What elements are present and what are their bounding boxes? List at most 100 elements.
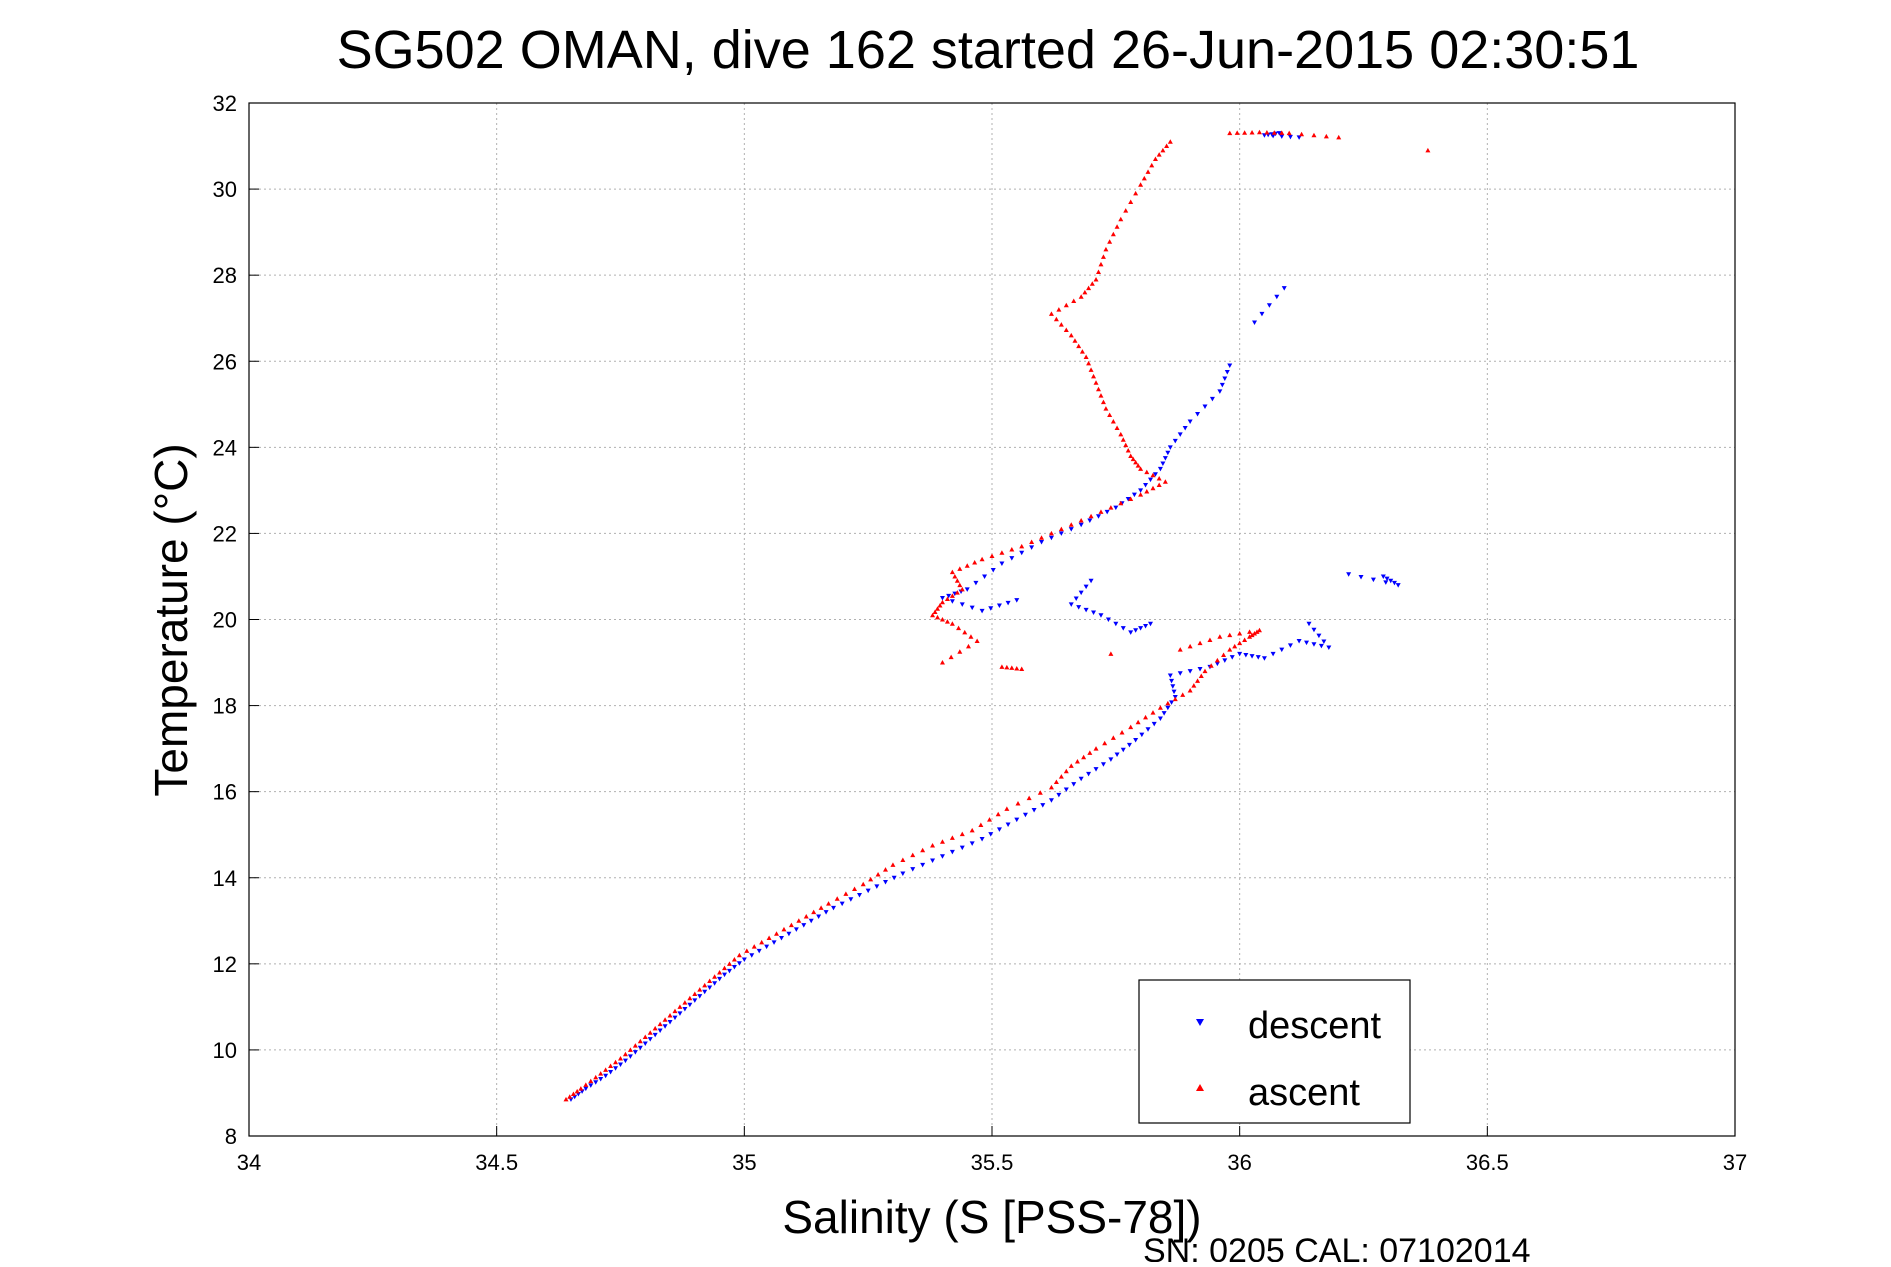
ascent-point bbox=[1063, 768, 1069, 774]
descent-point bbox=[839, 901, 845, 907]
ascent-point bbox=[1039, 535, 1045, 540]
descent-point bbox=[771, 940, 777, 945]
descent-point bbox=[1162, 456, 1168, 461]
ascent-point bbox=[944, 619, 950, 624]
ascent-point bbox=[622, 1051, 628, 1057]
ascent-point bbox=[883, 867, 889, 872]
ascent-point bbox=[1128, 496, 1134, 501]
descent-point bbox=[1125, 496, 1131, 502]
descent-point bbox=[1063, 787, 1069, 793]
descent-point bbox=[930, 858, 936, 864]
ascent-point bbox=[1114, 224, 1120, 229]
ascent-point bbox=[995, 811, 1001, 817]
descent-point bbox=[848, 897, 854, 902]
ascent-point bbox=[1202, 668, 1208, 674]
ascent-point bbox=[1100, 254, 1106, 259]
ascent-point bbox=[608, 1063, 614, 1069]
descent-point bbox=[1143, 623, 1149, 629]
descent-point bbox=[1311, 642, 1317, 647]
ascent-point bbox=[954, 578, 960, 583]
ascent-point bbox=[593, 1074, 599, 1080]
x-tick-label: 36.5 bbox=[1466, 1150, 1509, 1175]
ascent-point bbox=[974, 638, 980, 644]
descent-point bbox=[1209, 396, 1215, 402]
ascent-point bbox=[1118, 216, 1124, 222]
ascent-point bbox=[697, 987, 703, 992]
ascent-point bbox=[1114, 425, 1120, 430]
descent-point bbox=[883, 880, 889, 885]
series-descent bbox=[568, 131, 1401, 1102]
ascent-point bbox=[1227, 632, 1233, 638]
ascent-point bbox=[939, 839, 945, 844]
ascent-point bbox=[1082, 289, 1088, 295]
ascent-point bbox=[1187, 643, 1193, 649]
ascent-point bbox=[567, 1094, 573, 1099]
descent-point bbox=[618, 1062, 623, 1067]
ascent-point bbox=[1093, 380, 1099, 385]
ascent-point bbox=[852, 886, 858, 892]
descent-point bbox=[1281, 286, 1287, 291]
ascent-point bbox=[744, 948, 750, 953]
descent-point bbox=[1014, 598, 1020, 603]
descent-point bbox=[1073, 596, 1079, 602]
ascent-point bbox=[920, 847, 926, 853]
ascent-point bbox=[978, 822, 984, 828]
descent-point bbox=[722, 972, 728, 978]
descent-point bbox=[1040, 803, 1046, 808]
y-tick-label: 18 bbox=[213, 694, 237, 719]
ascent-point bbox=[1254, 629, 1260, 634]
ascent-point bbox=[1083, 354, 1089, 359]
descent-point bbox=[1182, 425, 1188, 431]
descent-point bbox=[1270, 133, 1276, 139]
ascent-point bbox=[751, 944, 757, 949]
ascent-point bbox=[1128, 453, 1134, 458]
descent-point bbox=[672, 1015, 678, 1021]
descent-point bbox=[1078, 590, 1084, 596]
ascent-point bbox=[935, 606, 941, 611]
descent-point bbox=[717, 976, 723, 982]
ascent-point bbox=[949, 835, 955, 840]
ascent-point bbox=[1128, 724, 1134, 730]
ascent-point bbox=[1214, 657, 1220, 663]
x-tick-label: 34 bbox=[237, 1150, 261, 1175]
ascent-point bbox=[1197, 640, 1203, 646]
ascent-point bbox=[1279, 130, 1285, 135]
ascent-point bbox=[1015, 801, 1021, 806]
ascent-point bbox=[1110, 735, 1116, 740]
descent-point bbox=[667, 1019, 673, 1025]
ascent-point bbox=[1162, 479, 1168, 484]
descent-point bbox=[1380, 574, 1386, 579]
ascent-point bbox=[1089, 281, 1095, 286]
ascent-point bbox=[1098, 261, 1104, 267]
descent-point bbox=[1165, 450, 1171, 456]
ascent-point bbox=[672, 1008, 678, 1014]
descent-point bbox=[969, 841, 975, 846]
ascent-point bbox=[1172, 696, 1178, 702]
descent-point bbox=[1187, 419, 1193, 425]
x-tick-label: 34.5 bbox=[475, 1150, 518, 1175]
ascent-point bbox=[1299, 131, 1305, 137]
descent-point bbox=[1048, 535, 1054, 541]
ascent-point bbox=[1108, 505, 1114, 510]
descent-point bbox=[1126, 742, 1132, 748]
descent-point bbox=[1187, 669, 1193, 674]
ascent-point bbox=[712, 974, 718, 979]
ascent-point bbox=[1110, 231, 1116, 237]
descent-point bbox=[1202, 404, 1208, 409]
ascent-point bbox=[613, 1059, 619, 1065]
ascent-point bbox=[1164, 143, 1170, 149]
descent-point bbox=[1138, 626, 1144, 631]
descent-point bbox=[632, 1050, 638, 1055]
ascent-point bbox=[1138, 492, 1144, 497]
ascent-point bbox=[1249, 632, 1255, 638]
descent-point bbox=[1219, 382, 1225, 388]
ascent-point bbox=[662, 1017, 668, 1022]
descent-point bbox=[1160, 461, 1166, 466]
ascent-point bbox=[1079, 349, 1085, 354]
ascent-point bbox=[868, 876, 874, 882]
ascent-point bbox=[1247, 629, 1253, 634]
descent-point bbox=[707, 985, 713, 991]
descent-point bbox=[969, 605, 975, 611]
